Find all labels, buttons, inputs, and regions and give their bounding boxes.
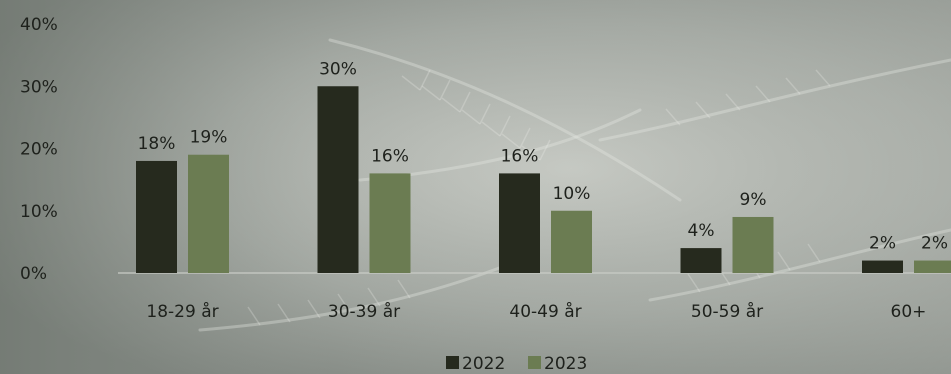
bar-2023 xyxy=(188,154,229,273)
bar-2022 xyxy=(136,160,177,273)
legend-label: 2022 xyxy=(462,354,505,374)
value-label: 16% xyxy=(371,146,409,166)
bar-2023 xyxy=(732,216,774,273)
value-label: 9% xyxy=(740,190,767,210)
legend-label: 2023 xyxy=(544,354,587,374)
y-tick-label: 40% xyxy=(20,15,58,35)
value-label: 18% xyxy=(138,134,176,154)
bar-2022 xyxy=(862,260,903,273)
category-label: 30-39 år xyxy=(328,301,400,322)
value-label: 30% xyxy=(319,59,357,79)
bar-2022 xyxy=(317,86,359,273)
bar-2022 xyxy=(680,248,722,273)
legend: 2022 2023 xyxy=(446,354,587,374)
category-label: 40-49 år xyxy=(509,301,581,322)
legend-swatch-2023 xyxy=(528,356,541,369)
value-label: 10% xyxy=(553,184,591,204)
legend-swatch-2022 xyxy=(446,356,459,369)
category-label: 18-29 år xyxy=(146,301,218,322)
y-axis: 0% 10% 20% 30% 40% xyxy=(20,15,58,284)
bar-2023 xyxy=(369,173,411,273)
value-label: 2% xyxy=(869,234,896,254)
y-tick-label: 10% xyxy=(20,202,58,222)
value-label: 2% xyxy=(921,234,948,254)
bars xyxy=(136,86,951,273)
category-labels: 18-29 år 30-39 år 40-49 år 50-59 år 60+ xyxy=(146,301,926,322)
value-label: 16% xyxy=(501,146,539,166)
bar-2023 xyxy=(551,210,592,273)
category-label: 60+ xyxy=(891,302,927,322)
y-tick-label: 30% xyxy=(20,77,58,97)
y-tick-label: 0% xyxy=(20,264,47,284)
bar-2023 xyxy=(914,260,951,273)
y-tick-label: 20% xyxy=(20,140,58,160)
bar-2022 xyxy=(499,173,540,273)
value-label: 19% xyxy=(190,128,228,148)
category-label: 50-59 år xyxy=(691,301,763,322)
value-label: 4% xyxy=(688,221,715,241)
value-labels: 18% 19% 30% 16% 16% 10% 4% 9% 2% 2% xyxy=(138,59,948,253)
